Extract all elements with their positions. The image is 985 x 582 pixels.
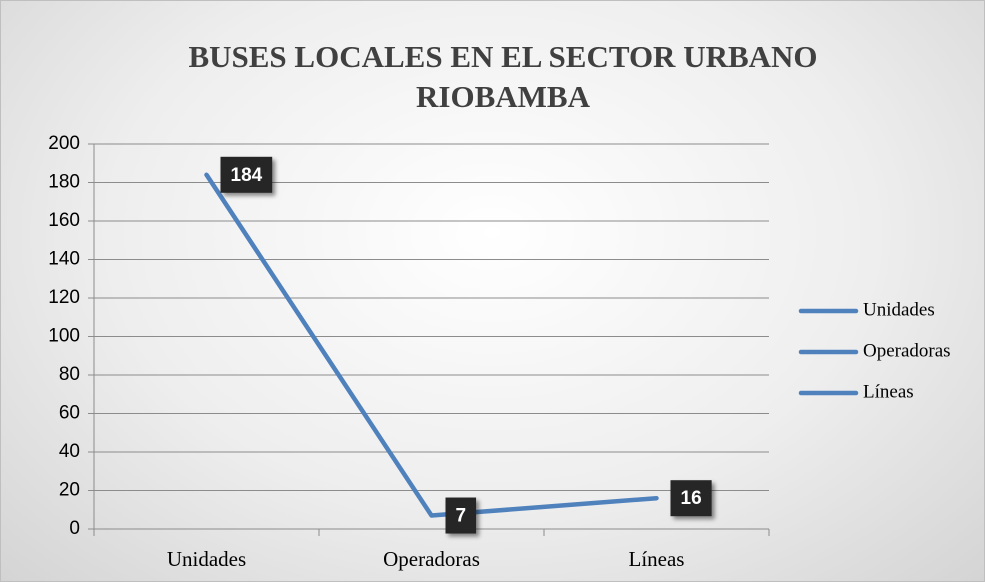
data-label: 7 — [456, 506, 467, 527]
x-tick-label: Unidades — [167, 547, 246, 571]
y-tick-label: 40 — [59, 441, 80, 462]
chart-title: BUSES LOCALES EN EL SECTOR URBANO RIOBAM… — [188, 39, 818, 114]
y-tick-label: 0 — [69, 518, 80, 539]
data-label-box — [220, 156, 273, 193]
y-tick-label: 140 — [48, 249, 80, 270]
data-label: 184 — [231, 165, 263, 186]
y-tick-label: 20 — [59, 480, 80, 501]
legend-label: Unidades — [863, 299, 935, 320]
legend-label: Operadoras — [863, 340, 951, 361]
y-tick-label: 120 — [48, 287, 80, 308]
data-label-box — [445, 497, 477, 534]
y-tick-label: 160 — [48, 210, 80, 231]
data-label: 16 — [681, 488, 702, 509]
data-label-box — [670, 480, 712, 517]
x-tick-label: Líneas — [629, 547, 685, 571]
y-tick-label: 100 — [48, 326, 80, 347]
x-tick-label: Operadoras — [383, 547, 480, 571]
legend-label: Líneas — [863, 381, 914, 402]
line — [204, 172, 659, 518]
y-tick-label: 80 — [59, 364, 80, 385]
y-tick-label: 200 — [48, 133, 80, 154]
y-tick-label: 180 — [48, 172, 80, 193]
y-tick-label: 60 — [59, 403, 80, 424]
